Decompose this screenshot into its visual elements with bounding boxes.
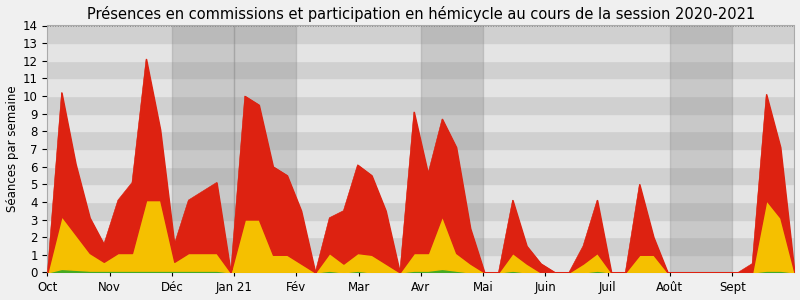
- Title: Présences en commissions et participation en hémicycle au cours de la session 20: Présences en commissions et participatio…: [87, 6, 755, 22]
- Bar: [47, 167, 794, 184]
- Bar: [47, 220, 794, 237]
- Bar: [47, 114, 794, 131]
- Bar: [47, 237, 794, 255]
- Bar: [47, 78, 794, 96]
- Bar: [47, 96, 794, 114]
- Bar: [47, 184, 794, 202]
- Bar: [47, 202, 794, 220]
- Bar: [670, 26, 732, 272]
- Bar: [234, 26, 297, 272]
- Bar: [47, 131, 794, 149]
- Bar: [47, 26, 794, 43]
- Bar: [47, 43, 794, 61]
- Y-axis label: Séances par semaine: Séances par semaine: [6, 85, 18, 212]
- Bar: [421, 26, 483, 272]
- Bar: [47, 149, 794, 166]
- Bar: [47, 61, 794, 78]
- Bar: [172, 26, 234, 272]
- Bar: [47, 255, 794, 272]
